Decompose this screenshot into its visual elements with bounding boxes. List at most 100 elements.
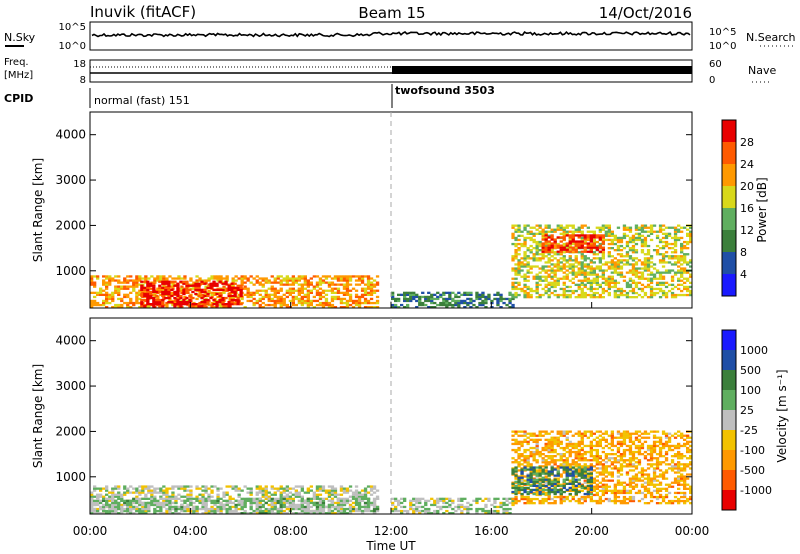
velocity-echo-cell	[565, 432, 569, 435]
velocity-echo-cell	[634, 450, 639, 454]
power-echo-cell	[213, 277, 217, 280]
velocity-echo-cell	[96, 497, 100, 500]
velocity-echo-cell	[610, 479, 614, 482]
velocity-echo-cell	[264, 489, 268, 492]
power-echo-cell	[212, 303, 216, 306]
velocity-echo-cell	[643, 473, 648, 476]
velocity-echo-cell	[321, 509, 326, 513]
velocity-echo-cell	[231, 512, 235, 515]
velocity-echo-cell	[327, 495, 332, 498]
power-echo-cell	[120, 297, 124, 301]
power-echo-cell	[595, 234, 599, 237]
velocity-echo-cell	[291, 499, 295, 502]
power-echo-cell	[680, 293, 684, 297]
power-echo-cell	[360, 289, 365, 292]
velocity-echo-cell	[366, 491, 371, 494]
velocity-echo-cell	[180, 503, 184, 507]
power-echo-cell	[158, 286, 162, 289]
power-echo-cell	[324, 303, 329, 307]
power-echo-cell	[583, 285, 587, 289]
power-echo-cell	[252, 297, 256, 301]
power-echo-cell	[580, 246, 584, 249]
velocity-echo-cell	[577, 463, 581, 466]
power-echo-cell	[677, 255, 681, 258]
velocity-echo-cell	[586, 444, 590, 448]
power-echo-cell	[667, 242, 672, 246]
power-echo-cell	[619, 287, 624, 291]
velocity-echo-cell	[598, 495, 602, 499]
velocity-echo-cell	[604, 432, 608, 435]
power-echo-cell	[640, 261, 645, 264]
power-echo-cell	[189, 303, 193, 307]
velocity-echo-cell	[120, 505, 124, 509]
power-echo-cell	[601, 248, 605, 251]
velocity-echo-cell	[312, 495, 316, 498]
velocity-echo-cell	[571, 497, 575, 501]
power-echo-cell	[556, 242, 560, 246]
velocity-echo-cell	[183, 509, 187, 513]
velocity-echo-cell	[652, 463, 657, 466]
velocity-echo-cell	[288, 497, 292, 500]
power-echo-cell	[472, 299, 476, 303]
velocity-echo-cell	[105, 485, 109, 488]
power-echo-cell	[601, 226, 605, 229]
velocity-echo-cell	[601, 483, 605, 486]
velocity-echo-cell	[601, 465, 605, 468]
velocity-echo-cell	[237, 493, 241, 496]
power-echo-cell	[673, 234, 678, 237]
velocity-echo-cell	[336, 499, 341, 502]
power-echo-cell	[227, 294, 231, 298]
velocity-echo-cell	[586, 489, 590, 492]
power-echo-cell	[451, 303, 455, 307]
velocity-echo-cell	[664, 444, 669, 448]
power-echo-cell	[607, 242, 611, 246]
power-echo-cell	[658, 226, 663, 229]
velocity-echo-cell	[415, 505, 419, 509]
velocity-echo-cell	[592, 469, 596, 472]
velocity-echo-cell	[658, 475, 663, 478]
power-echo-cell	[619, 271, 624, 274]
velocity-echo-cell	[619, 467, 624, 470]
power-echo-cell	[321, 279, 326, 282]
power-echo-cell	[562, 242, 566, 246]
velocity-echo-cell	[339, 512, 344, 515]
power-echo-cell	[177, 277, 181, 280]
power-echo-cell	[550, 285, 554, 289]
velocity-echo-cell	[279, 505, 283, 509]
velocity-echo-cell	[580, 502, 584, 505]
power-echo-cell	[619, 255, 624, 258]
power-echo-cell	[90, 299, 94, 303]
velocity-echo-cell	[547, 438, 551, 441]
velocity-echo-cell	[598, 430, 602, 433]
power-echo-cell	[652, 287, 657, 291]
power-echo-cell	[689, 273, 693, 276]
power-echo-cell	[670, 242, 675, 246]
power-echo-cell	[580, 271, 584, 274]
power-echo-cell	[424, 295, 428, 299]
velocity-echo-cell	[174, 485, 178, 488]
velocity-echo-cell	[460, 509, 464, 513]
power-echo-cell	[514, 285, 518, 289]
velocity-echo-cell	[589, 444, 593, 448]
velocity-echo-cell	[306, 489, 310, 492]
velocity-echo-cell	[538, 455, 542, 458]
velocity-echo-cell	[634, 444, 639, 448]
velocity-echo-cell	[327, 485, 332, 488]
power-echo-cell	[580, 273, 584, 276]
power-echo-cell	[559, 261, 563, 264]
power-echo-cell	[185, 282, 189, 285]
power-echo-cell	[680, 275, 684, 278]
power-echo-cell	[418, 301, 422, 305]
power-echo-cell	[412, 295, 416, 299]
power-echo-cell	[140, 305, 144, 308]
power-echo-cell	[538, 257, 542, 260]
power-echo-cell	[354, 289, 359, 292]
velocity-echo-cell	[640, 469, 645, 472]
power-echo-cell	[550, 242, 554, 245]
velocity-echo-cell	[144, 503, 148, 507]
power-echo-cell	[568, 246, 572, 249]
power-echo-cell	[206, 298, 210, 302]
power-echo-cell	[607, 224, 611, 227]
power-echo-cell	[348, 275, 353, 278]
velocity-echo-cell	[562, 446, 566, 450]
